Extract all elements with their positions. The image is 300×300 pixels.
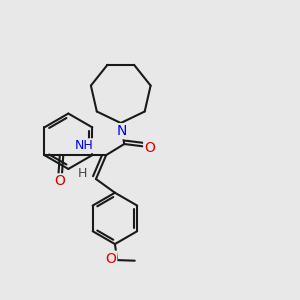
Text: O: O [105,252,116,266]
Text: N: N [116,124,127,138]
Text: O: O [54,174,65,188]
Text: O: O [144,141,155,155]
Text: NH: NH [75,139,94,152]
Text: H: H [78,167,88,180]
